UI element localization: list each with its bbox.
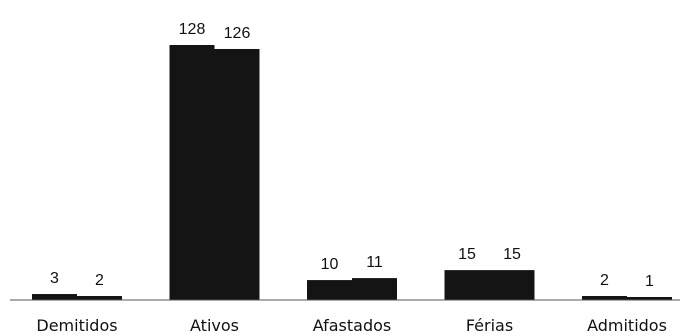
bar-afastados-series-2	[352, 278, 397, 300]
bar-admitidos-series-1	[582, 296, 627, 300]
bar-demitidos-series-1	[32, 294, 77, 300]
data-label-afastados-series-1: 10	[321, 256, 339, 273]
bar-ativos-series-1	[169, 45, 215, 300]
bar-demitidos-series-2	[77, 296, 122, 300]
bar-férias-series-1	[444, 270, 490, 300]
bar-admitidos-series-2	[627, 297, 672, 300]
bars-layer	[32, 45, 672, 300]
data-label-demitidos-series-2: 2	[95, 272, 104, 289]
category-labels-layer: Demitidos Ativos Afastados Férias Admitidos	[36, 316, 667, 335]
data-label-férias-series-1: 15	[458, 246, 476, 263]
category-label-admitidos: Admitidos	[587, 316, 667, 335]
data-label-férias-series-2: 15	[503, 246, 521, 263]
data-label-ativos-series-2: 126	[224, 25, 251, 42]
category-label-ativos: Ativos	[190, 316, 239, 335]
data-label-admitidos-series-1: 2	[600, 272, 609, 289]
data-label-afastados-series-2: 11	[366, 254, 383, 271]
bar-férias-series-2	[489, 270, 535, 300]
bar-ativos-series-2	[214, 48, 260, 300]
data-label-demitidos-series-1: 3	[50, 270, 59, 287]
category-label-afastados: Afastados	[313, 316, 392, 335]
data-label-admitidos-series-2: 1	[645, 273, 654, 290]
category-label-férias: Férias	[466, 316, 513, 335]
bar-afastados-series-1	[307, 280, 352, 300]
data-labels-layer: 3 2 128 126 10 11 15 15 2 1	[50, 21, 654, 290]
data-label-ativos-series-1: 128	[179, 21, 206, 38]
category-label-demitidos: Demitidos	[36, 316, 117, 335]
